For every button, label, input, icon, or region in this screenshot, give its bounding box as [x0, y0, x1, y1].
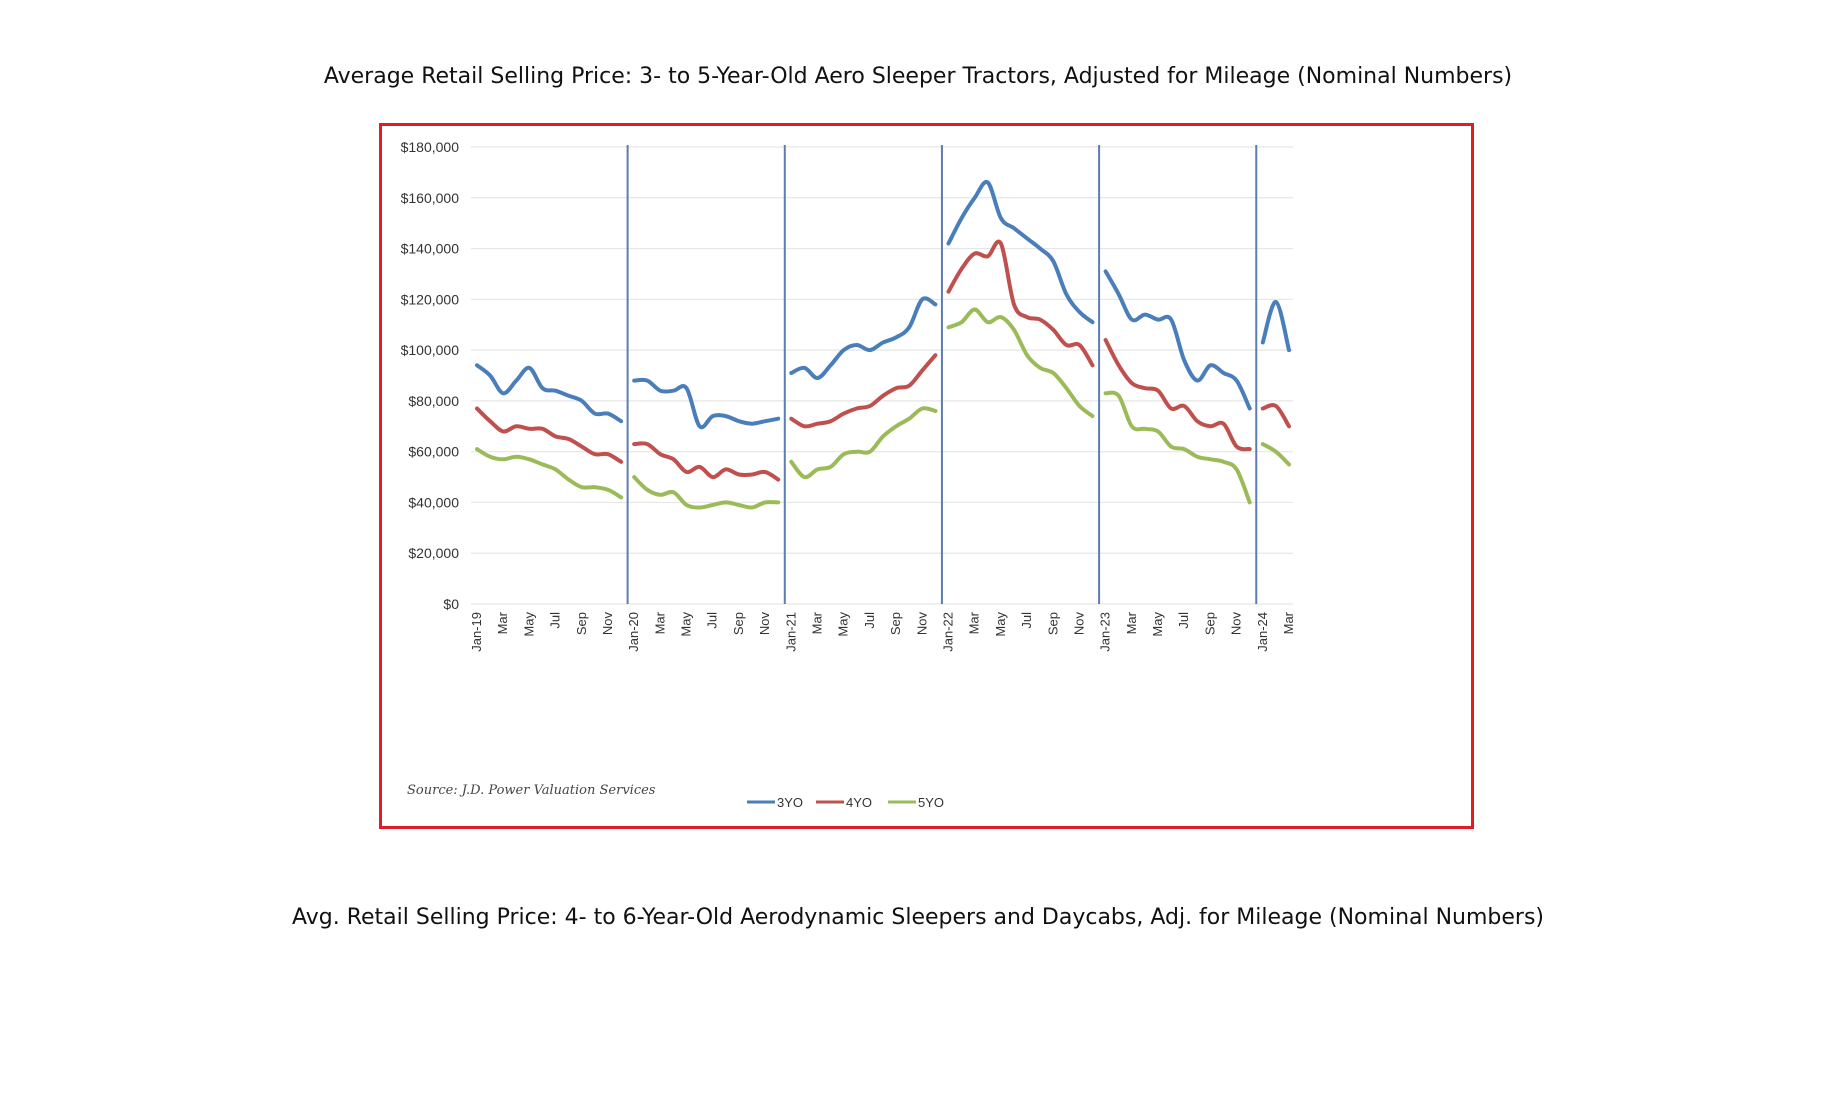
- x-tick-label: Sep: [731, 612, 746, 635]
- x-tick-label: Jan-24: [1255, 612, 1270, 652]
- chart-heading-bottom: Avg. Retail Selling Price: 4- to 6-Year-…: [291, 905, 1545, 930]
- series-line-5yo-year-1: [475, 447, 624, 500]
- series-line-4yo-year-3: [789, 353, 938, 429]
- x-tick-label: May: [521, 612, 536, 637]
- x-tick-label: Mar: [1281, 611, 1296, 634]
- y-tick-label: $180,000: [401, 139, 460, 155]
- series-line-4yo-year-2: [632, 441, 781, 482]
- series-line-5yo-year-2: [632, 475, 781, 510]
- x-tick-label: Jan-23: [1098, 612, 1113, 652]
- x-tick-label: Nov: [914, 612, 929, 636]
- series-line-4yo-year-1: [475, 406, 624, 464]
- legend-item-3yo: 3YO: [747, 795, 803, 810]
- legend-label-3yo: 3YO: [777, 795, 803, 810]
- year-separator-layer: [626, 145, 1258, 604]
- series-line-5yo-year-3: [789, 406, 938, 480]
- x-tick-label: May: [679, 612, 694, 637]
- series-line-3yo-year-5: [1103, 269, 1252, 411]
- x-tick-label: Mar: [652, 611, 667, 634]
- source-note: Source: J.D. Power Valuation Services: [407, 783, 656, 798]
- x-tick-label: Sep: [1045, 612, 1060, 635]
- y-tick-label: $0: [443, 596, 459, 612]
- y-tick-label: $100,000: [401, 342, 460, 358]
- x-tick-label: Mar: [495, 611, 510, 634]
- series-line-4yo-year-4: [946, 239, 1095, 368]
- x-tick-label: Sep: [888, 612, 903, 635]
- legend-label-5yo: 5YO: [918, 795, 944, 810]
- y-tick-label: $120,000: [401, 291, 460, 307]
- series-line-4yo-year-6: [1260, 403, 1291, 429]
- series-line-3yo-year-1: [475, 363, 624, 424]
- y-tick-label: $40,000: [408, 494, 459, 510]
- x-tick-label: May: [1150, 612, 1165, 637]
- x-tick-label: Sep: [1202, 612, 1217, 635]
- chart-frame: $0 $20,000 $40,000 $60,000 $80,000 $100,000 $1…: [379, 123, 1474, 829]
- y-tick-label: $140,000: [401, 241, 460, 257]
- series-line-3yo-year-2: [632, 377, 781, 430]
- x-tick-label: Jul: [862, 612, 877, 629]
- x-tick-label: Jul: [705, 612, 720, 629]
- x-tick-label: May: [836, 612, 851, 637]
- y-tick-label: $160,000: [401, 190, 460, 206]
- x-tick-label: Mar: [967, 611, 982, 634]
- x-tick-label: Nov: [757, 612, 772, 636]
- chart-svg: $0 $20,000 $40,000 $60,000 $80,000 $100,000 $1…: [401, 139, 1296, 810]
- x-tick-label: May: [993, 612, 1008, 637]
- legend-item-5yo: 5YO: [888, 795, 944, 810]
- x-tick-label: Jul: [548, 612, 563, 629]
- x-tick-label: Nov: [1229, 612, 1244, 636]
- series-line-4yo-year-5: [1103, 338, 1252, 452]
- x-tick-label: Jul: [1019, 612, 1034, 629]
- grid-layer: [471, 146, 1293, 605]
- series-line-3yo-year-3: [789, 296, 938, 380]
- x-tick-label: Nov: [1071, 612, 1086, 636]
- y-tick-label: $20,000: [408, 545, 459, 561]
- x-tick-label: Jan-19: [469, 612, 484, 652]
- x-tick-label: Jan-20: [626, 612, 641, 652]
- x-tick-label: Nov: [600, 612, 615, 636]
- x-tick-label: Mar: [810, 611, 825, 634]
- legend: 3YO 4YO 5YO: [747, 795, 944, 810]
- chart-heading-top: Average Retail Selling Price: 3- to 5-Ye…: [323, 64, 1513, 89]
- y-tick-label: $80,000: [408, 393, 459, 409]
- series-line-5yo-year-5: [1103, 390, 1252, 505]
- x-tick-label: Jan-21: [783, 612, 798, 652]
- legend-label-4yo: 4YO: [846, 795, 872, 810]
- series-line-5yo-year-4: [946, 307, 1095, 419]
- series-line-3yo-year-4: [946, 179, 1095, 325]
- x-tick-label: Mar: [1124, 611, 1139, 634]
- series-line-5yo-year-6: [1260, 442, 1291, 467]
- y-tick-label: $60,000: [408, 444, 459, 460]
- y-tick-layer: $0 $20,000 $40,000 $60,000 $80,000 $100,000 $1…: [401, 139, 460, 612]
- series-line-layer: [475, 179, 1291, 510]
- legend-item-4yo: 4YO: [816, 795, 872, 810]
- x-tick-label: Jul: [1176, 612, 1191, 629]
- x-tick-layer: Jan-19 Mar May Jul Sep Nov Jan-20 Mar May Jul Sep N…: [469, 611, 1296, 651]
- series-line-3yo-year-6: [1260, 299, 1291, 353]
- x-tick-label: Sep: [574, 612, 589, 635]
- x-tick-label: Jan-22: [940, 612, 955, 652]
